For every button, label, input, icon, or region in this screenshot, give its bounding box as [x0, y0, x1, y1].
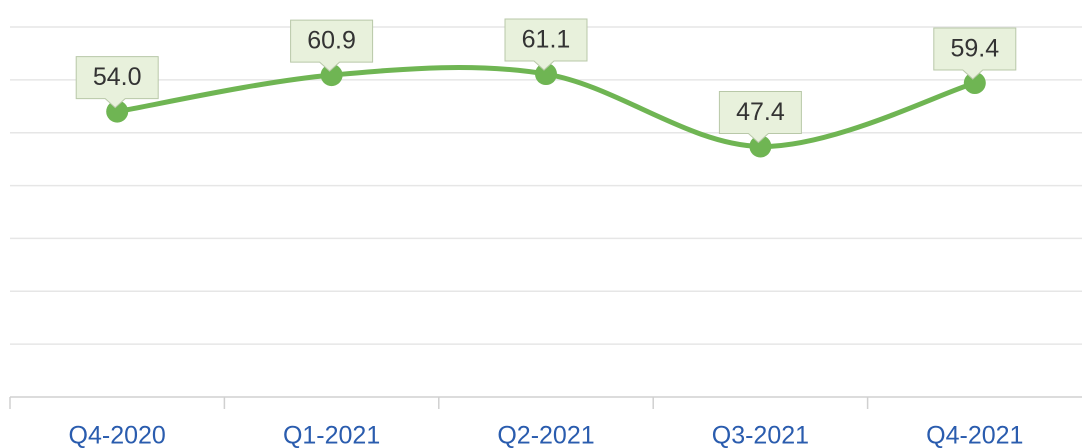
x-tick-label: Q4-2021 [926, 422, 1023, 448]
x-tick-label: Q1-2021 [283, 422, 380, 448]
point [535, 63, 557, 86]
point [320, 64, 343, 87]
data-label: 54.0 [93, 63, 142, 91]
data-label: 47.4 [736, 98, 785, 126]
point [106, 100, 129, 123]
data-label: 61.1 [522, 26, 571, 54]
x-tick-label: Q4-2020 [69, 422, 166, 448]
label-box [290, 19, 374, 72]
data-label: 59.4 [950, 35, 999, 63]
label-box [718, 90, 802, 144]
point [749, 135, 772, 158]
x-tick-label: Q2-2021 [497, 422, 594, 448]
x-tick-label: Q3-2021 [712, 422, 809, 448]
label-box [933, 27, 1017, 80]
label-box [75, 56, 159, 109]
point [963, 72, 986, 95]
data-label: 60.9 [307, 27, 356, 55]
label-box [504, 18, 588, 71]
